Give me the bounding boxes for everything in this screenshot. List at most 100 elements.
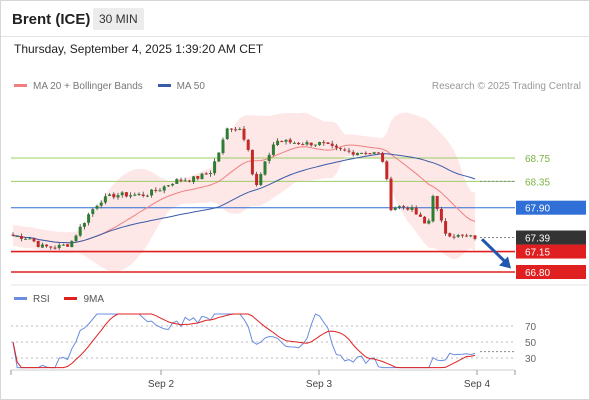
- candle-body: [288, 139, 292, 143]
- candle-body: [78, 226, 82, 236]
- candle-body: [360, 152, 364, 154]
- candle-body: [238, 129, 242, 131]
- candle-body: [91, 209, 95, 215]
- candle-body: [250, 149, 254, 175]
- candle-body: [255, 173, 259, 185]
- candle-body: [124, 192, 128, 197]
- legend-ma50-label: MA 50: [176, 81, 205, 92]
- candle-body: [309, 142, 313, 146]
- candle-body: [162, 186, 166, 191]
- candle-body: [204, 173, 208, 175]
- candle-body: [389, 178, 393, 211]
- candle-body: [133, 194, 137, 196]
- candle-body: [234, 129, 238, 131]
- candle-body: [263, 161, 267, 175]
- candle-body: [87, 214, 91, 223]
- candle-body: [385, 161, 389, 180]
- price-levels: [11, 157, 515, 273]
- candle-body: [82, 222, 86, 227]
- rsi-level-label-50: 50: [525, 338, 537, 349]
- candle-body: [280, 141, 284, 143]
- rsi-level-label-30: 30: [525, 354, 537, 365]
- main-legend: MA 20 + Bollinger Bands MA 50: [14, 81, 217, 92]
- candle-body: [271, 144, 275, 156]
- rsi-ma-swatch: [64, 296, 78, 300]
- support-label-box-66.80: [516, 265, 586, 279]
- candle-body: [330, 143, 334, 146]
- rsi-line: [12, 313, 476, 369]
- candle-body: [70, 241, 74, 248]
- top-bar: Brent (ICE) 30 MIN: [1, 1, 589, 37]
- candle-body: [49, 246, 53, 248]
- candle-body: [305, 142, 309, 145]
- candle-body: [11, 234, 15, 236]
- legend-rsi-ma-label: 9MA: [83, 294, 105, 305]
- candle-body: [112, 193, 116, 198]
- resistance-label-68.75: 68.75: [525, 154, 550, 165]
- rsi-legend: RSI 9MA: [14, 294, 116, 305]
- candle-body: [355, 153, 359, 156]
- candle-body: [154, 189, 158, 191]
- candle-body: [473, 235, 477, 239]
- candle-body: [364, 152, 368, 154]
- candle-body: [158, 190, 162, 192]
- legend-rsi: RSI: [14, 294, 50, 305]
- candle-body: [61, 244, 65, 246]
- candle-body: [456, 235, 460, 237]
- candle-body: [469, 235, 473, 237]
- legend-ma50: MA 50: [157, 81, 205, 92]
- x-tick-label: Sep 3: [306, 379, 333, 390]
- candle-body: [339, 148, 343, 150]
- candle-body: [343, 149, 347, 151]
- candle-body: [242, 128, 246, 140]
- ma20-swatch: [14, 83, 27, 87]
- candle-body: [32, 238, 36, 242]
- candle-body: [435, 195, 439, 209]
- candle-body: [297, 142, 301, 145]
- candle-body: [431, 196, 435, 222]
- candle-body: [292, 142, 296, 144]
- instrument-title: Brent (ICE): [12, 11, 91, 28]
- candle-body: [347, 150, 351, 152]
- bollinger-band-area: [13, 112, 475, 272]
- candle-body: [213, 161, 217, 174]
- candle-body: [381, 152, 385, 162]
- x-tick-label: Sep 4: [464, 379, 491, 390]
- candle-body: [150, 189, 154, 196]
- candle-body: [103, 196, 107, 203]
- last-price-label: 67.39: [525, 234, 550, 245]
- candle-body: [217, 152, 221, 162]
- candle-body: [187, 180, 191, 182]
- candle-body: [376, 152, 380, 154]
- credit-label: Research © 2025 Trading Central: [431, 81, 581, 92]
- candle-body: [460, 234, 464, 236]
- datetime-label: Thursday, September 4, 2025 1:39:20 AM C…: [14, 42, 264, 56]
- candle-body: [196, 175, 200, 179]
- candle-body: [448, 233, 452, 237]
- x-axis: Sep 2 Sep 3 Sep 4: [10, 369, 516, 390]
- candle-body: [141, 194, 145, 196]
- rsi-panel: 70 50 30: [11, 284, 588, 369]
- candle-body: [137, 193, 141, 195]
- candle-body: [66, 244, 70, 247]
- candle-body: [229, 128, 233, 130]
- candle-body: [40, 244, 44, 248]
- candle-body: [74, 235, 78, 241]
- candle-body: [53, 247, 57, 249]
- rsi-ma-line: [12, 313, 476, 369]
- candle-body: [45, 244, 49, 247]
- rsi-swatch: [14, 296, 27, 300]
- candle-body: [402, 206, 406, 208]
- pivot-label-box: [516, 200, 586, 215]
- legend-rsi-ma: 9MA: [64, 294, 104, 305]
- candle-body: [19, 235, 23, 239]
- candle-body: [318, 141, 322, 146]
- candle-body: [465, 235, 469, 237]
- bollinger-bands: [13, 112, 475, 272]
- candle-body: [423, 216, 427, 224]
- candle-body: [15, 236, 19, 238]
- candle-body: [368, 153, 372, 155]
- last-price-box: [516, 230, 586, 245]
- timeframe-button[interactable]: 30 MIN: [93, 8, 144, 30]
